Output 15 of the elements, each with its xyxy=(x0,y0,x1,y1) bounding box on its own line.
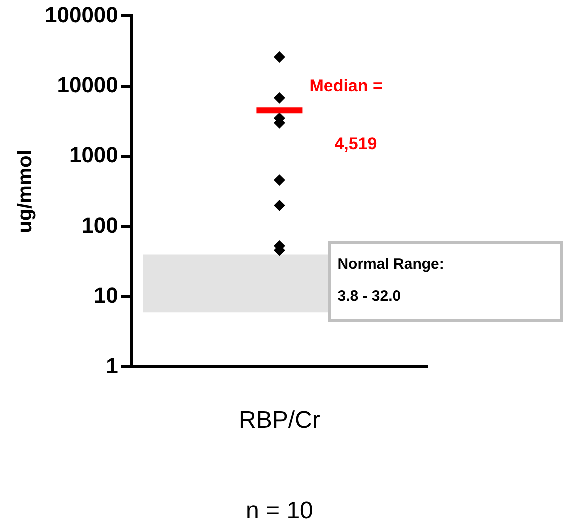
point xyxy=(274,174,286,186)
text: n = 10 xyxy=(246,498,314,525)
y-tick-label: 100000 xyxy=(44,2,118,28)
y-tick-label: 1000 xyxy=(69,142,118,168)
y-tick-label: 100 xyxy=(82,212,118,238)
y-tick-label: 10 xyxy=(94,283,118,308)
x-tick-label: RBP/Cr xyxy=(239,407,320,434)
point xyxy=(274,200,286,212)
point xyxy=(274,92,286,104)
band-label: Normal Range: 3.8 - 32.0 xyxy=(338,256,444,305)
y-tick-label: 10000 xyxy=(57,72,118,98)
y-axis-title: ug/mmol xyxy=(14,150,37,234)
y-tick-label: 1 xyxy=(106,353,118,378)
point xyxy=(274,52,286,63)
text: Median = 4,519 xyxy=(310,76,383,154)
